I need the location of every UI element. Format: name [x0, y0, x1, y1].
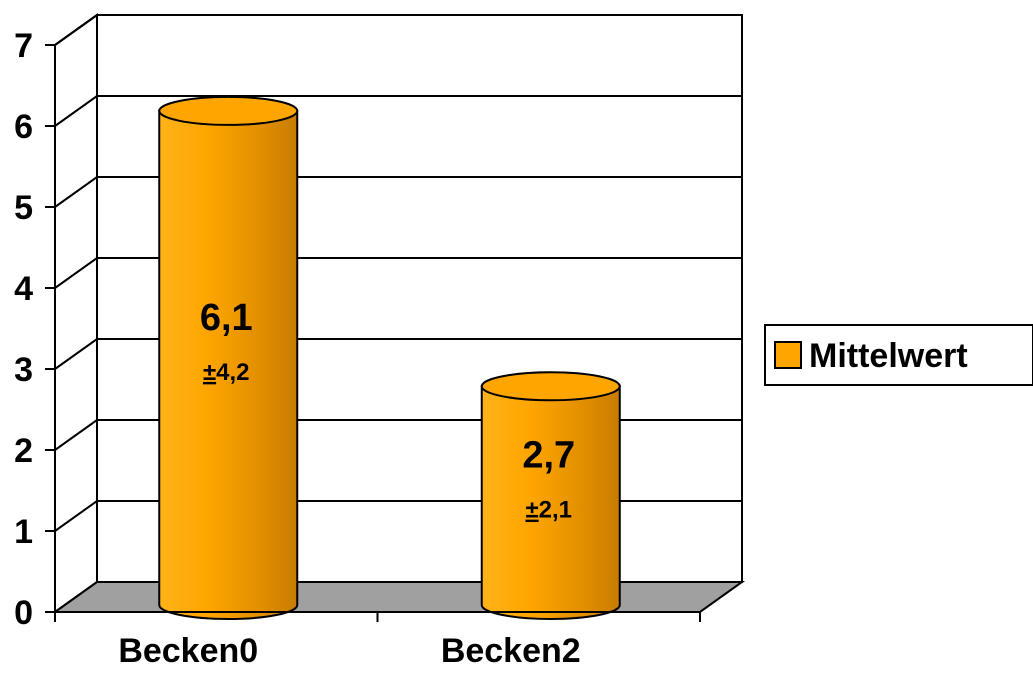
legend-label: Mittelwert: [809, 337, 968, 375]
bars: 6,1 ±4,2 2,7 ±2,1: [158, 95, 621, 620]
bar: 2,7 ±2,1: [480, 371, 621, 620]
category-label: Becken0: [118, 632, 258, 670]
gridline: [54, 338, 742, 370]
y-tick-label: 5: [14, 189, 33, 227]
legend-swatch: [774, 341, 802, 369]
category-axis: Becken0 Becken2: [54, 611, 701, 670]
bar-body: [480, 385, 621, 620]
y-tick-label: 4: [14, 270, 33, 308]
chart-walls: [51, 13, 746, 614]
y-tick-label: 3: [14, 351, 33, 389]
gridline: [54, 95, 742, 127]
bar-sd-label: ±2,1: [525, 497, 572, 524]
bar-top: [158, 95, 299, 126]
gridline: [54, 257, 742, 289]
gridline: [54, 14, 742, 46]
bar-top: [480, 371, 621, 402]
y-tick-label: 6: [14, 108, 33, 146]
plus-minus-symbol: ±: [525, 497, 538, 524]
side-wall: [54, 13, 98, 614]
bar: 6,1 ±4,2: [158, 95, 299, 620]
bar-body: [158, 109, 299, 620]
bar-value-label: 6,1: [200, 297, 253, 339]
bar-value-label: 2,7: [522, 435, 575, 477]
floor: [51, 581, 746, 613]
sd-value: 2,1: [539, 497, 572, 524]
y-tick-label: 0: [14, 594, 33, 632]
category-label: Becken2: [441, 632, 581, 670]
legend: Mittelwert: [764, 324, 1033, 386]
y-tick-label: 7: [14, 27, 33, 65]
y-tick-label: 1: [14, 513, 33, 551]
y-tick-label: 2: [14, 432, 33, 470]
sd-value: 4,2: [216, 359, 249, 386]
gridline: [54, 176, 742, 208]
value-axis: 0 1 2 3 4 5 6 7: [14, 27, 56, 632]
plus-minus-symbol: ±: [203, 359, 216, 386]
bar-sd-label: ±4,2: [203, 359, 250, 386]
legend-box: [764, 324, 1033, 386]
